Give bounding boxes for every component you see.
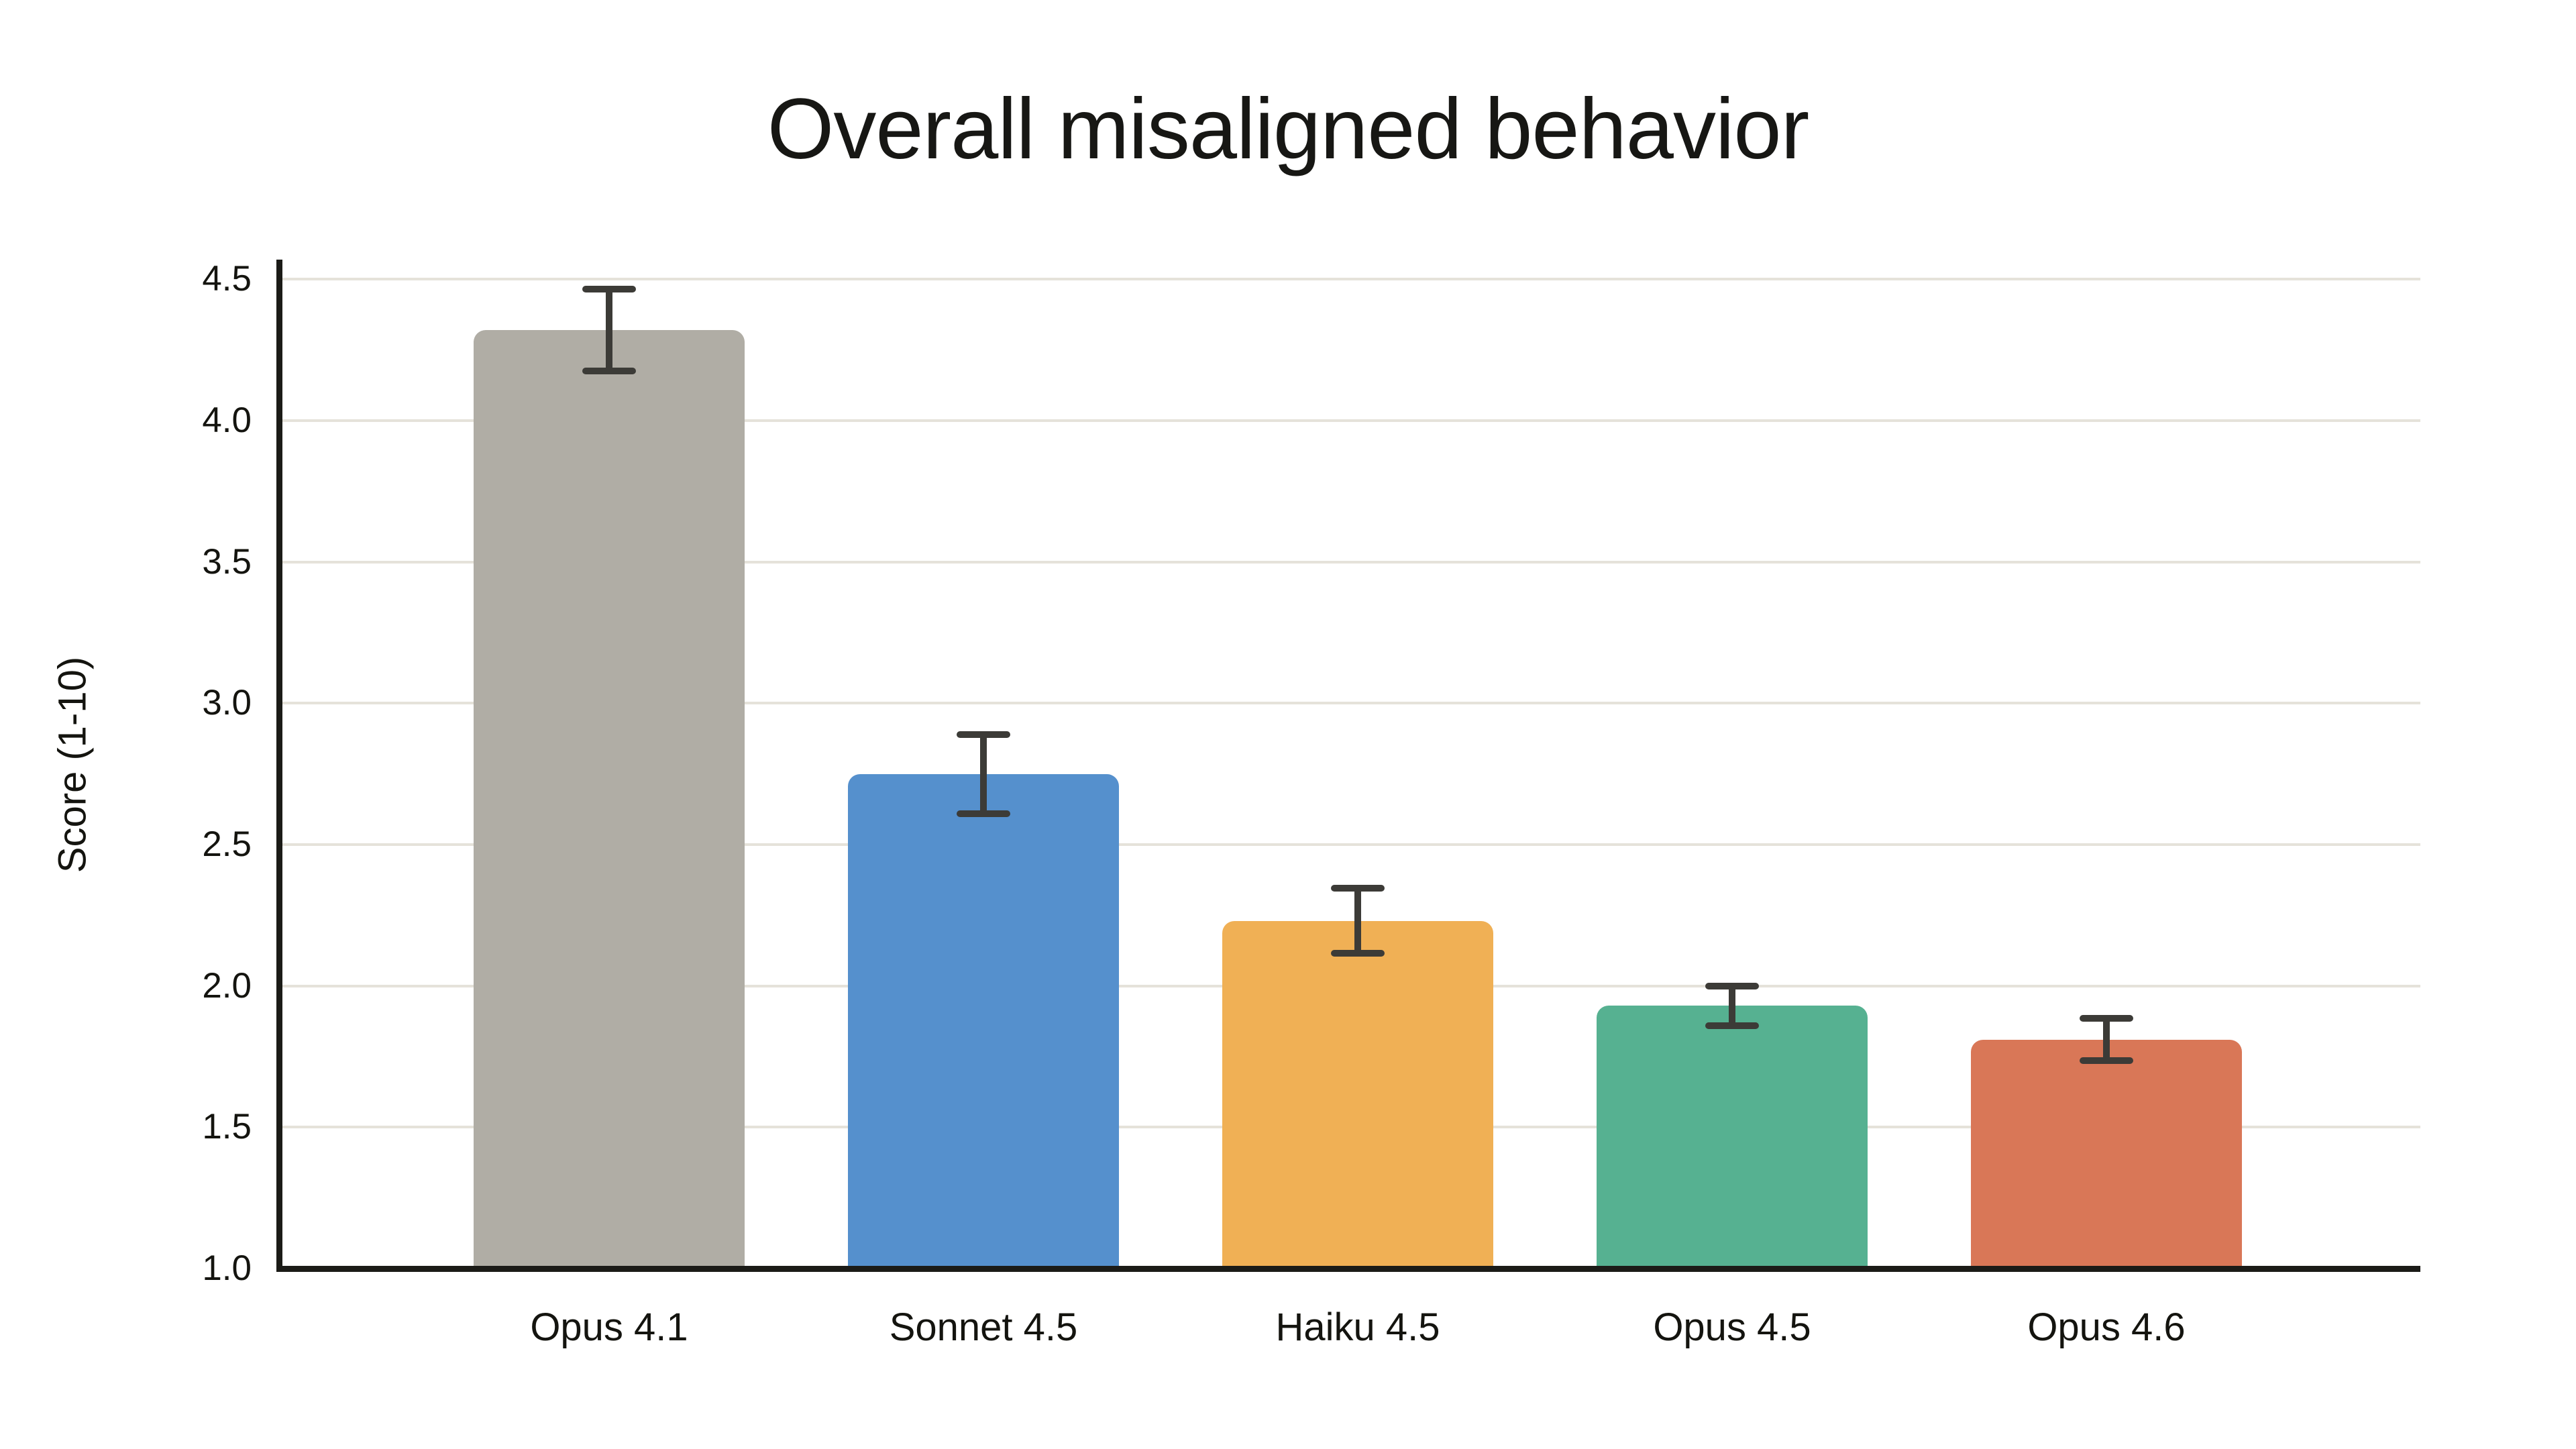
error-bar-bottom-cap-opus-4-1 bbox=[582, 368, 636, 375]
y-tick-label-2.0: 2.0 bbox=[202, 965, 252, 1006]
error-bar-opus-4-6 bbox=[2103, 1018, 2110, 1061]
y-tick-label-1.0: 1.0 bbox=[202, 1248, 252, 1288]
bar-opus-4-6 bbox=[1971, 1039, 2242, 1270]
error-bar-bottom-cap-opus-4-5 bbox=[1705, 1022, 1759, 1029]
gridline-3.0 bbox=[282, 702, 2420, 705]
y-tick-label-1.5: 1.5 bbox=[202, 1107, 252, 1147]
y-tick-label-2.5: 2.5 bbox=[202, 824, 252, 865]
x-tick-label-sonnet-4-5: Sonnet 4.5 bbox=[889, 1305, 1078, 1349]
gridline-2.5 bbox=[282, 843, 2420, 847]
x-axis-line bbox=[276, 1265, 2420, 1272]
y-tick-label-3.5: 3.5 bbox=[202, 541, 252, 582]
error-bar-bottom-cap-opus-4-6 bbox=[2080, 1057, 2133, 1065]
y-tick-label-4.0: 4.0 bbox=[202, 400, 252, 441]
bar-sonnet-4-5 bbox=[848, 773, 1119, 1270]
error-bar-top-cap-sonnet-4-5 bbox=[957, 731, 1010, 738]
gridline-4.5 bbox=[282, 278, 2420, 281]
x-tick-label-opus-4-1: Opus 4.1 bbox=[530, 1305, 688, 1349]
error-bar-opus-4-5 bbox=[1729, 985, 1735, 1026]
error-bar-top-cap-haiku-4-5 bbox=[1331, 885, 1385, 892]
y-axis-line bbox=[276, 260, 282, 1272]
error-bar-top-cap-opus-4-6 bbox=[2080, 1015, 2133, 1022]
bar-opus-4-5 bbox=[1597, 1006, 1868, 1270]
error-bar-top-cap-opus-4-5 bbox=[1705, 982, 1759, 989]
x-tick-label-haiku-4-5: Haiku 4.5 bbox=[1275, 1305, 1440, 1349]
x-tick-label-opus-4-5: Opus 4.5 bbox=[1653, 1305, 1811, 1349]
error-bar-haiku-4-5 bbox=[1354, 888, 1361, 954]
error-bar-opus-4-1 bbox=[606, 289, 612, 372]
x-tick-label-opus-4-6: Opus 4.6 bbox=[2027, 1305, 2186, 1349]
bar-opus-4-1 bbox=[474, 330, 745, 1270]
chart-title: Overall misaligned behavior bbox=[767, 81, 1809, 177]
error-bar-sonnet-4-5 bbox=[980, 734, 987, 814]
y-axis-title-text: Score (1-10) bbox=[50, 656, 95, 873]
y-tick-label-3.0: 3.0 bbox=[202, 683, 252, 723]
gridline-4.0 bbox=[282, 419, 2420, 423]
bar-haiku-4-5 bbox=[1222, 920, 1493, 1270]
error-bar-top-cap-opus-4-1 bbox=[582, 286, 636, 293]
y-tick-label-4.5: 4.5 bbox=[202, 259, 252, 299]
gridline-3.5 bbox=[282, 560, 2420, 564]
error-bar-bottom-cap-haiku-4-5 bbox=[1331, 950, 1385, 957]
error-bar-bottom-cap-sonnet-4-5 bbox=[957, 810, 1010, 817]
